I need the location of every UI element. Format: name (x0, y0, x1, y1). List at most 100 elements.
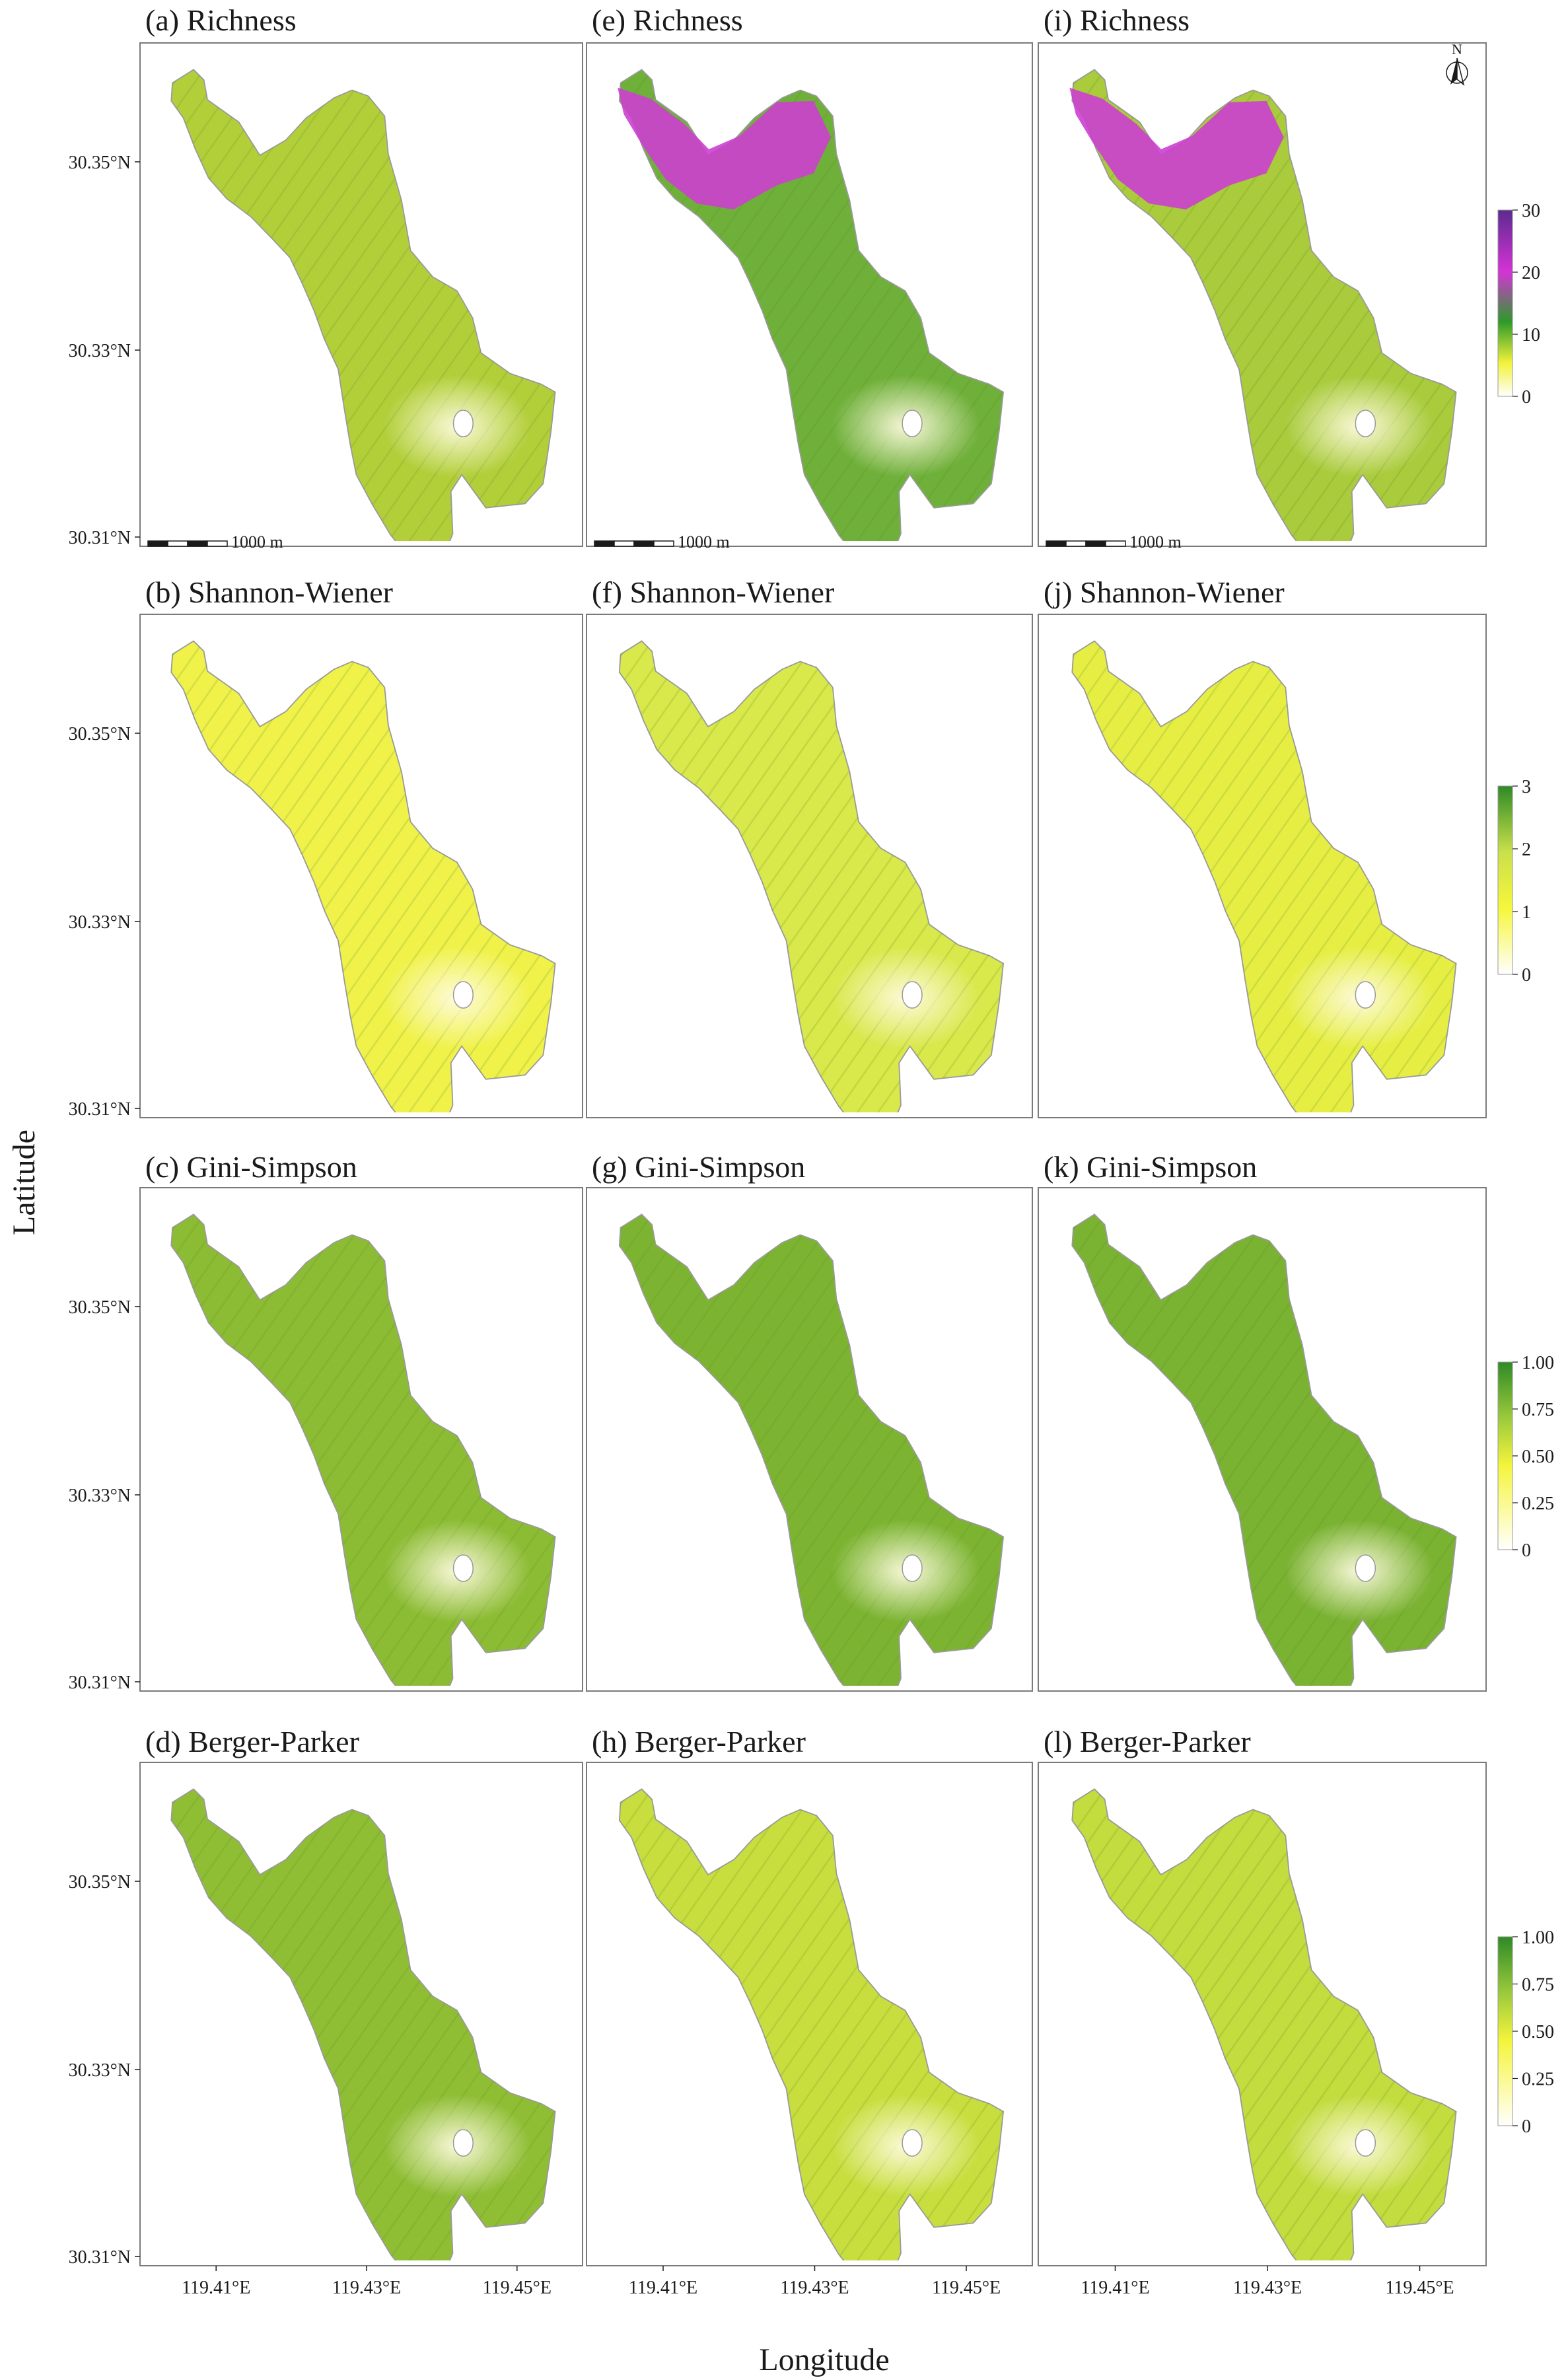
lat-tick-label: 30.33°N (69, 1486, 131, 1506)
lat-tick-label: 30.35°N (69, 1297, 131, 1318)
panel-title: (l) Berger-Parker (1044, 1725, 1251, 1758)
scale-bar-segment (187, 540, 208, 547)
lat-tick-label: 30.33°N (69, 912, 131, 933)
scale-bar-segment (1105, 540, 1126, 547)
scale-bar-segment (167, 540, 188, 547)
legend-tick-label: 0 (1522, 965, 1531, 986)
panel-title: (d) Berger-Parker (145, 1725, 359, 1758)
legend-colorbar: 30 20 10 0 (1497, 201, 1540, 408)
lake (902, 1554, 923, 1582)
lat-tick-label: 30.35°N (69, 724, 131, 744)
panel-title: (i) Richness (1044, 3, 1190, 37)
legend-tick-label: 1 (1522, 902, 1531, 923)
panel-title: (j) Shannon-Wiener (1044, 575, 1285, 609)
lon-tick-label: 119.41°E (182, 2278, 250, 2298)
legend-tick-label: 0.50 (1522, 1447, 1554, 1467)
scale-bar-segment (147, 540, 168, 547)
lat-tick-label: 30.31°N (69, 1673, 131, 1693)
legend-tick-label: 0.25 (1522, 1494, 1554, 1514)
map-panel: (i) Richness 1000 m N (1038, 3, 1487, 552)
y-axis-title: Latitude (7, 1130, 42, 1235)
scale-bar-label: 1000 m (1129, 532, 1182, 552)
lon-tick-label: 119.43°E (1233, 2278, 1302, 2298)
lat-tick-label: 30.35°N (69, 1872, 131, 1893)
lon-tick-label: 119.41°E (629, 2278, 697, 2298)
lon-tick-label: 119.43°E (332, 2278, 401, 2298)
lake (902, 981, 923, 1009)
lake (452, 410, 474, 437)
lon-tick-label: 119.45°E (932, 2278, 1001, 2298)
lon-tick-label: 119.43°E (780, 2278, 849, 2298)
scale-bar: 1000 m (594, 532, 730, 552)
panel-title: (g) Gini-Simpson (592, 1150, 805, 1184)
north-label: N (1452, 41, 1462, 57)
high-richness-zone (1069, 87, 1284, 210)
legend-tick-label: 0.25 (1522, 2070, 1554, 2090)
legend-tick-label: 0 (1522, 1540, 1531, 1561)
legend-tick-label: 0.75 (1522, 1975, 1554, 1996)
north-arrow-ring (1446, 61, 1468, 84)
scale-bar: 1000 m (1046, 532, 1182, 552)
legend-ramp (1497, 1936, 1513, 2126)
map-panel: (j) Shannon-Wiener (1038, 575, 1487, 1118)
scale-bar-segment (653, 540, 674, 547)
legend-tick-label: 3 (1522, 777, 1531, 797)
lat-tick-label: 30.31°N (69, 1099, 131, 1120)
lake (1355, 2129, 1376, 2157)
map-panel: (c) Gini-Simpson (139, 1150, 583, 1692)
legend-tick-label: 2 (1522, 840, 1531, 860)
map-panel: (d) Berger-Parker (139, 1725, 583, 2266)
legend-colorbar: 3 2 1 0 (1497, 777, 1531, 986)
high-richness-zone (618, 87, 831, 210)
panel-title: (c) Gini-Simpson (145, 1150, 357, 1184)
scale-bar-segment (633, 540, 655, 547)
legend-tick-label: 0 (1522, 387, 1531, 408)
north-arrow: N (1446, 41, 1468, 86)
legend-ramp (1497, 209, 1513, 397)
legend-tick-label: 1.00 (1522, 1928, 1554, 1948)
lat-tick-label: 30.33°N (69, 2060, 131, 2081)
lake (902, 410, 923, 437)
legend-tick-label: 20 (1522, 263, 1540, 283)
legend-ramp (1497, 1361, 1513, 1550)
map-panel: (k) Gini-Simpson (1038, 1150, 1487, 1692)
map-panel: (h) Berger-Parker (586, 1725, 1033, 2266)
map-panel: (e) Richness 1000 m (586, 3, 1033, 552)
lat-tick-label: 30.33°N (69, 341, 131, 361)
lake (902, 2129, 923, 2157)
north-arrow-right (1456, 57, 1465, 86)
panel-title: (b) Shannon-Wiener (145, 575, 393, 609)
panel-title: (e) Richness (592, 3, 743, 37)
panel-title: (f) Shannon-Wiener (592, 575, 834, 609)
scale-bar-segment (594, 540, 615, 547)
legend-colorbar: 1.00 0.75 0.50 0.25 0 (1497, 1928, 1554, 2137)
lat-tick-label: 30.31°N (69, 528, 131, 548)
scale-bar-label: 1000 m (678, 532, 730, 552)
panel-title: (k) Gini-Simpson (1044, 1150, 1257, 1184)
lat-tick-label: 30.35°N (69, 153, 131, 173)
map-panel: (f) Shannon-Wiener (586, 575, 1033, 1118)
map-panel: (l) Berger-Parker (1038, 1725, 1487, 2266)
lake (452, 1554, 474, 1582)
panel-title: (h) Berger-Parker (592, 1725, 806, 1758)
panel-title: (a) Richness (145, 3, 297, 37)
lake (1355, 410, 1376, 437)
scale-bar-label: 1000 m (231, 532, 283, 552)
legend-layer: 302010032101.000.750.500.2501.000.750.50… (1497, 201, 1554, 2137)
north-arrow-left (1450, 58, 1457, 85)
scale-bar: 1000 m (147, 532, 283, 552)
lon-tick-label: 119.45°E (483, 2278, 552, 2298)
scale-bar-segment (614, 540, 635, 547)
map-panel: (g) Gini-Simpson (586, 1150, 1033, 1692)
legend-ramp (1497, 785, 1513, 975)
scale-bar-segment (1065, 540, 1086, 547)
legend-tick-label: 0.50 (1522, 2022, 1554, 2042)
axes-layer: 30.35°N 30.33°N 30.31°N 30.35°N 30.33°N 30.31… (69, 153, 1454, 2298)
legend-colorbar: 1.00 0.75 0.50 0.25 0 (1497, 1353, 1554, 1561)
legend-tick-label: 30 (1522, 201, 1540, 221)
lake (1355, 1554, 1376, 1582)
x-axis-title: Longitude (759, 2342, 889, 2377)
legend-tick-label: 0.75 (1522, 1400, 1554, 1420)
